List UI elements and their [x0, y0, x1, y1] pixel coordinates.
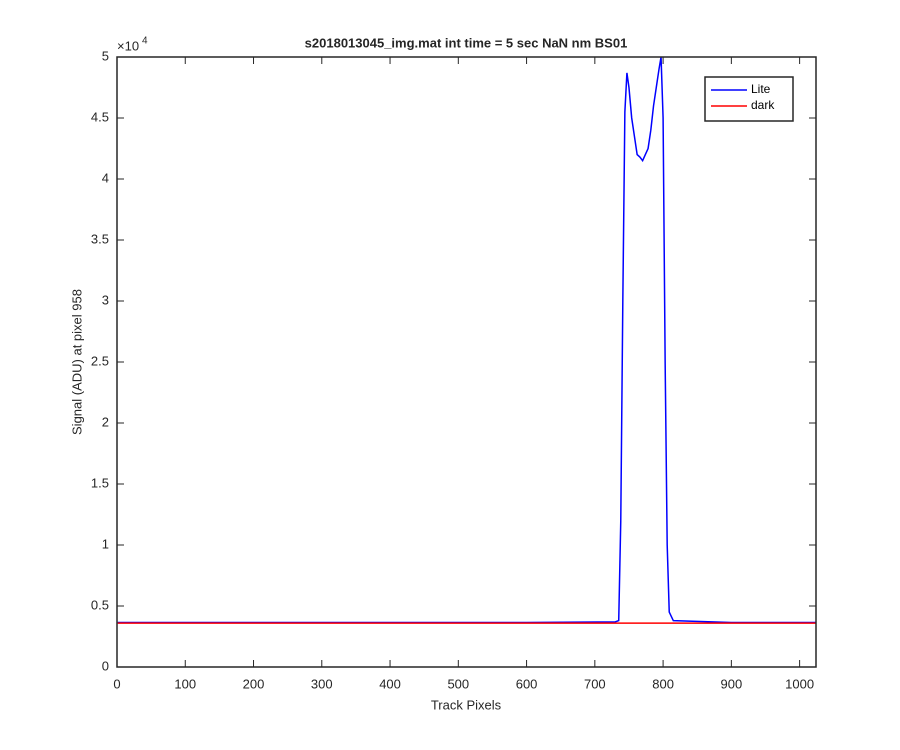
y-tick-label: 0.5 — [91, 597, 109, 612]
x-tick-label: 400 — [379, 676, 401, 691]
legend-label: dark — [751, 98, 775, 112]
x-tick-label: 200 — [243, 676, 265, 691]
x-tick-label: 0 — [113, 676, 120, 691]
x-tick-label: 500 — [447, 676, 469, 691]
x-tick-label: 700 — [584, 676, 606, 691]
y-tick-label: 1.5 — [91, 475, 109, 490]
x-tick-label: 300 — [311, 676, 333, 691]
y-tick-label: 3.5 — [91, 231, 109, 246]
chart-title: s2018013045_img.mat int time = 5 sec NaN… — [305, 35, 628, 50]
y-multiplier-exponent: 4 — [142, 36, 148, 47]
y-multiplier: ×10 — [117, 38, 139, 53]
x-tick-label: 900 — [721, 676, 743, 691]
y-tick-label: 1 — [102, 536, 109, 551]
y-tick-label: 2 — [102, 414, 109, 429]
y-tick-label: 4.5 — [91, 109, 109, 124]
y-tick-label: 2.5 — [91, 353, 109, 368]
x-tick-label: 1000 — [785, 676, 814, 691]
legend: Lite dark — [704, 76, 794, 122]
legend-box — [704, 76, 794, 122]
plot-area — [117, 56, 816, 624]
x-tick-label: 800 — [652, 676, 674, 691]
x-tick-label: 100 — [174, 676, 196, 691]
y-axis-label: Signal (ADU) at pixel 958 — [69, 289, 84, 435]
y-tick-label: 3 — [102, 292, 109, 307]
y-tick-label: 4 — [102, 170, 109, 185]
x-axis-label: Track Pixels — [431, 697, 502, 712]
x-tick-label: 600 — [516, 676, 538, 691]
y-tick-label: 0 — [102, 658, 109, 673]
line-series — [117, 56, 816, 624]
y-tick-label: 5 — [102, 48, 109, 63]
legend-label: Lite — [751, 82, 771, 96]
